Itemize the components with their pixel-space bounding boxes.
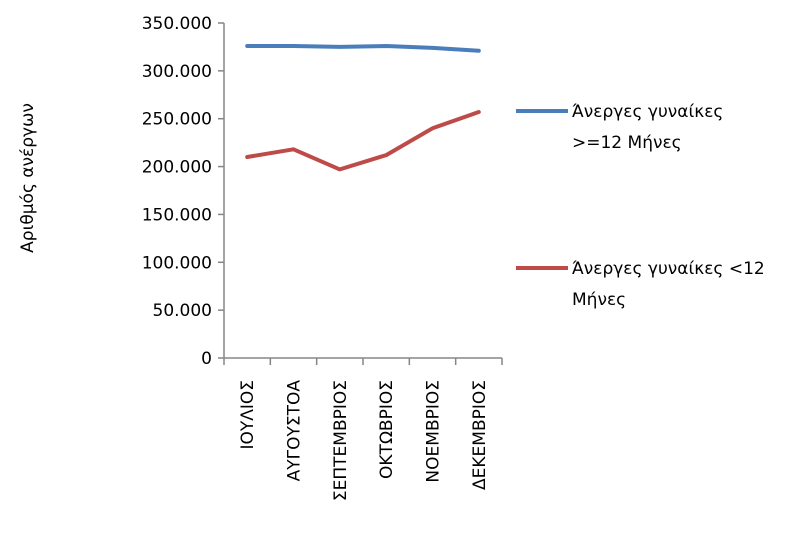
y-ticks: 0 50.000 100.000 150.000 200.000 250.000 300.0… <box>142 14 224 369</box>
x-category-label: ΟΚΤΩΒΡΙΟΣ <box>377 380 397 479</box>
y-tick-label: 0 <box>201 349 212 369</box>
x-ticks: ΙΟΥΛΙΟΣ ΑΥΓΟΥΣΤΟΑ ΣΕΠΤΕΜΒΡΙΟΣ ΟΚΤΩΒΡΙΟΣ ΝΟΕΜ… <box>223 358 503 501</box>
y-tick-label: 100.000 <box>142 253 212 273</box>
legend-label-2: Μήνες <box>572 290 626 310</box>
legend: Άνεργες γυναίκες >=12 Μήνες Άνεργες γυναίκ… <box>516 102 765 310</box>
series-line-2 <box>245 110 481 172</box>
y-tick-label: 300.000 <box>142 62 212 82</box>
x-category-label: ΙΟΥΛΙΟΣ <box>238 380 258 450</box>
y-tick-label: 50.000 <box>153 301 212 321</box>
y-axis-label: Αριθμός ανέργων <box>18 103 38 253</box>
x-category-label: ΔΕΚΕΜΒΡΙΟΣ <box>470 380 490 490</box>
x-category-label: ΑΥΓΟΥΣΤΟΑ <box>285 380 305 482</box>
y-tick-label: 200.000 <box>142 158 212 178</box>
series-line-1 <box>245 44 481 53</box>
y-tick-label: 250.000 <box>142 110 212 130</box>
axes <box>223 23 502 359</box>
x-category-label: ΝΟΕΜΒΡΙΟΣ <box>424 380 444 483</box>
legend-label-1: >=12 Μήνες <box>572 133 682 153</box>
y-tick-label: 350.000 <box>142 14 212 34</box>
y-tick-label: 150.000 <box>142 205 212 225</box>
legend-label-1: Άνεργες γυναίκες <box>572 102 723 122</box>
series-lines <box>245 44 481 172</box>
legend-label-2: Άνεργες γυναίκες <12 <box>572 259 765 279</box>
x-category-label: ΣΕΠΤΕΜΒΡΙΟΣ <box>331 380 351 501</box>
